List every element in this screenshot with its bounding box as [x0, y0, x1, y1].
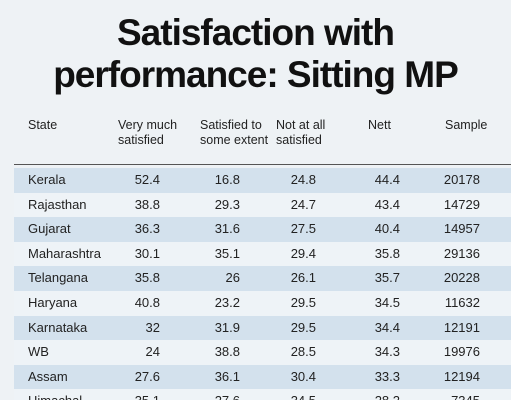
value-cell: 24.7	[290, 196, 316, 212]
table-row: Telangana 35.8 26 26.1 35.7 20228	[14, 266, 511, 291]
column-header: Nett	[368, 118, 391, 132]
state-cell: Assam	[28, 368, 68, 384]
value-cell: 34.5	[291, 389, 316, 400]
value-cell: 19976	[443, 344, 480, 360]
value-cell: 26.1	[290, 270, 316, 286]
table-row: Maharashtra 30.1 35.1 29.4 35.8 29136	[14, 241, 511, 267]
value-cell: 7345	[451, 389, 480, 400]
table-row: Rajasthan 38.8 29.3 24.7 43.4 14729	[14, 192, 511, 218]
value-cell: 28.2	[375, 389, 400, 400]
table-row: WB 24 38.8 28.5 34.3 19976	[14, 340, 511, 365]
value-cell: 28.5	[290, 344, 316, 360]
value-cell: 29.5	[290, 295, 316, 310]
column-header: State	[28, 118, 58, 132]
value-cell: 40.4	[374, 221, 400, 237]
table-row: Assam 27.6 36.1 30.4 33.3 12194	[14, 364, 511, 390]
value-cell: 43.4	[374, 196, 400, 212]
value-cell: 36.3	[134, 221, 160, 237]
value-cell: 35.8	[374, 245, 400, 261]
value-cell: 24.8	[290, 172, 316, 187]
value-cell: 34.3	[374, 344, 400, 360]
value-cell: 27.6	[134, 368, 160, 384]
table-row: Gujarat 36.3 31.6 27.5 40.4 14957	[14, 217, 511, 242]
value-cell: 38.8	[214, 344, 240, 360]
value-cell: 29.4	[290, 245, 316, 261]
state-cell: Gujarat	[28, 221, 71, 237]
value-cell: 31.6	[214, 221, 240, 237]
value-cell: 26	[225, 270, 240, 286]
value-cell: 23.2	[214, 295, 240, 310]
value-cell: 29.3	[214, 196, 240, 212]
column-header: Very much satisfied	[118, 118, 178, 147]
value-cell: 31.9	[214, 319, 240, 335]
value-cell: 35.8	[134, 270, 160, 286]
value-cell: 12191	[443, 319, 480, 335]
state-cell: WB	[28, 344, 49, 360]
table-row: Himachal 35.1 27.6 34.5 28.2 7345	[14, 389, 511, 400]
table-row: Haryana 40.8 23.2 29.5 34.5 11632	[14, 291, 511, 316]
value-cell: 16.8	[214, 172, 240, 187]
value-cell: 34.4	[374, 319, 400, 335]
column-header: Satisfied to some extent	[200, 118, 269, 147]
value-cell: 35.1	[214, 245, 240, 261]
value-cell: 38.8	[134, 196, 160, 212]
value-cell: 33.3	[374, 368, 400, 384]
value-cell: 36.1	[214, 368, 240, 384]
table-row: Kerala 52.4 16.8 24.8 44.4 20178	[14, 168, 511, 193]
value-cell: 14729	[443, 196, 480, 212]
header-rule	[14, 164, 511, 165]
value-cell: 29136	[443, 245, 480, 261]
value-cell: 34.5	[374, 295, 400, 310]
state-cell: Rajasthan	[28, 196, 87, 212]
column-header: Sample	[445, 118, 488, 132]
value-cell: 32	[145, 319, 160, 335]
title-line: performance: Sitting MP	[53, 54, 459, 95]
value-cell: 30.4	[290, 368, 316, 384]
value-cell: 24	[145, 344, 160, 360]
value-cell: 29.5	[290, 319, 316, 335]
state-cell: Kerala	[28, 172, 66, 187]
value-cell: 35.1	[135, 389, 160, 400]
value-cell: 27.6	[215, 389, 240, 400]
value-cell: 52.4	[134, 172, 160, 187]
title-line: Satisfaction with	[117, 12, 395, 53]
state-cell: Haryana	[28, 295, 78, 310]
value-cell: 20178	[443, 172, 480, 187]
table-row: Karnataka 32 31.9 29.5 34.4 12191	[14, 315, 511, 341]
value-cell: 11632	[444, 295, 480, 310]
value-cell: 44.4	[374, 172, 400, 187]
value-cell: 40.8	[134, 295, 160, 310]
state-cell: Maharashtra	[28, 245, 101, 261]
value-cell: 20228	[443, 270, 480, 286]
value-cell: 14957	[443, 221, 480, 237]
value-cell: 30.1	[134, 245, 160, 261]
state-cell: Himachal	[28, 389, 82, 400]
column-header: Not at all satisfied	[276, 118, 326, 147]
value-cell: 35.7	[374, 270, 400, 286]
value-cell: 12194	[443, 368, 480, 384]
state-cell: Karnataka	[28, 319, 88, 335]
value-cell: 27.5	[290, 221, 316, 237]
state-cell: Telangana	[28, 270, 88, 286]
